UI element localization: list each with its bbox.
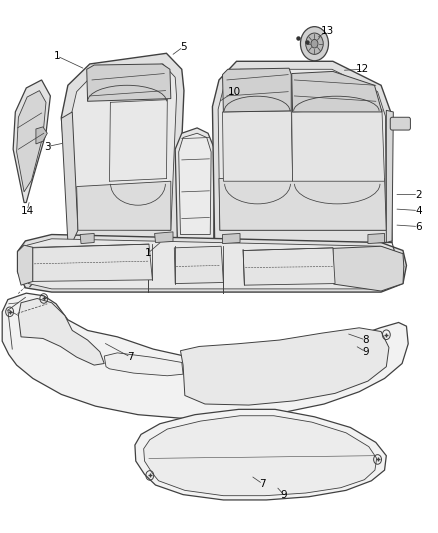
- Polygon shape: [2, 293, 408, 418]
- Polygon shape: [21, 239, 404, 289]
- Polygon shape: [18, 235, 406, 292]
- Circle shape: [311, 39, 318, 48]
- Polygon shape: [212, 61, 392, 243]
- Polygon shape: [180, 328, 389, 405]
- Text: 5: 5: [180, 42, 187, 52]
- Polygon shape: [13, 80, 50, 203]
- Text: 10: 10: [228, 87, 241, 96]
- Polygon shape: [135, 409, 386, 500]
- Polygon shape: [18, 245, 33, 285]
- Text: 13: 13: [321, 26, 334, 36]
- Polygon shape: [104, 353, 183, 376]
- Polygon shape: [77, 181, 171, 230]
- Circle shape: [300, 27, 328, 61]
- Polygon shape: [61, 112, 78, 243]
- Polygon shape: [61, 53, 184, 243]
- Circle shape: [306, 33, 323, 54]
- Polygon shape: [33, 244, 152, 281]
- Polygon shape: [219, 179, 386, 230]
- Text: 1: 1: [53, 51, 60, 61]
- Polygon shape: [144, 416, 377, 496]
- Polygon shape: [292, 71, 382, 112]
- Polygon shape: [218, 69, 386, 230]
- Text: 9: 9: [362, 347, 369, 357]
- Polygon shape: [368, 233, 385, 244]
- Polygon shape: [243, 248, 335, 285]
- Text: 3: 3: [44, 142, 51, 151]
- FancyBboxPatch shape: [390, 117, 410, 130]
- Polygon shape: [223, 111, 293, 181]
- Text: 4: 4: [415, 206, 422, 215]
- Text: 9: 9: [280, 490, 287, 499]
- Polygon shape: [179, 133, 211, 235]
- Text: 2: 2: [415, 190, 422, 199]
- Polygon shape: [292, 109, 385, 181]
- Polygon shape: [17, 91, 46, 192]
- Text: 7: 7: [127, 352, 134, 362]
- Polygon shape: [175, 128, 215, 243]
- Polygon shape: [70, 64, 177, 230]
- Polygon shape: [223, 68, 291, 112]
- Polygon shape: [155, 232, 173, 243]
- Text: 7: 7: [259, 479, 266, 489]
- Polygon shape: [80, 233, 94, 244]
- Polygon shape: [87, 64, 171, 101]
- Text: 1: 1: [145, 248, 152, 258]
- Text: 8: 8: [362, 335, 369, 345]
- Polygon shape: [386, 110, 393, 243]
- Polygon shape: [36, 127, 47, 144]
- Polygon shape: [223, 233, 240, 244]
- Polygon shape: [18, 298, 104, 365]
- Polygon shape: [174, 246, 223, 284]
- Text: 14: 14: [21, 206, 34, 215]
- Text: 12: 12: [356, 64, 369, 74]
- Polygon shape: [333, 246, 404, 291]
- Text: 6: 6: [415, 222, 422, 231]
